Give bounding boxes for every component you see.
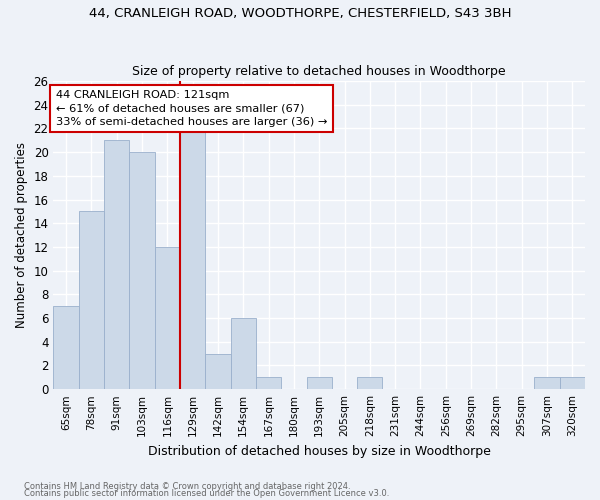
Title: Size of property relative to detached houses in Woodthorpe: Size of property relative to detached ho… xyxy=(133,66,506,78)
Y-axis label: Number of detached properties: Number of detached properties xyxy=(15,142,28,328)
Bar xyxy=(205,354,230,389)
X-axis label: Distribution of detached houses by size in Woodthorpe: Distribution of detached houses by size … xyxy=(148,444,491,458)
Text: Contains public sector information licensed under the Open Government Licence v3: Contains public sector information licen… xyxy=(24,488,389,498)
Bar xyxy=(230,318,256,389)
Bar xyxy=(307,378,332,389)
Bar xyxy=(104,140,130,389)
Bar xyxy=(535,378,560,389)
Bar xyxy=(130,152,155,389)
Bar xyxy=(79,212,104,389)
Bar xyxy=(180,128,205,389)
Text: 44, CRANLEIGH ROAD, WOODTHORPE, CHESTERFIELD, S43 3BH: 44, CRANLEIGH ROAD, WOODTHORPE, CHESTERF… xyxy=(89,8,511,20)
Bar xyxy=(53,306,79,389)
Bar xyxy=(357,378,382,389)
Bar xyxy=(155,247,180,389)
Text: 44 CRANLEIGH ROAD: 121sqm
← 61% of detached houses are smaller (67)
33% of semi-: 44 CRANLEIGH ROAD: 121sqm ← 61% of detac… xyxy=(56,90,328,126)
Bar xyxy=(560,378,585,389)
Bar xyxy=(256,378,281,389)
Text: Contains HM Land Registry data © Crown copyright and database right 2024.: Contains HM Land Registry data © Crown c… xyxy=(24,482,350,491)
